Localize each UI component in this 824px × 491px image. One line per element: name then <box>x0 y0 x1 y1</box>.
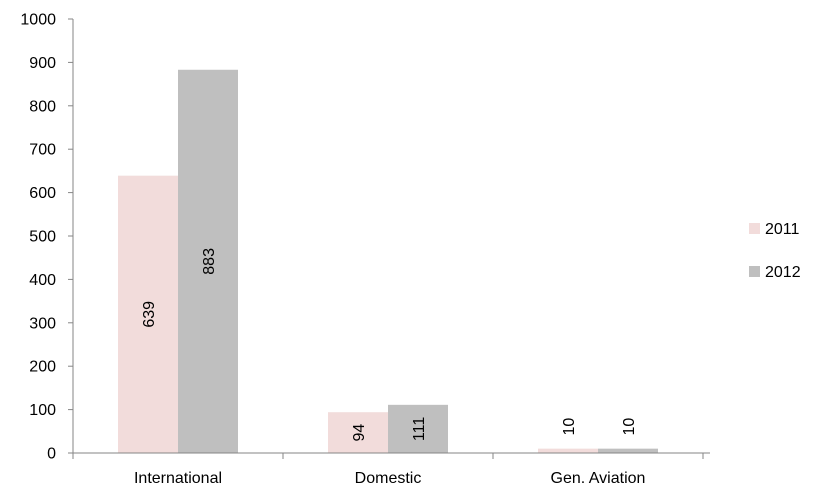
bar-2012-gen-aviation <box>598 448 658 453</box>
data-label: 10 <box>621 418 638 436</box>
y-tick-label: 400 <box>29 272 56 289</box>
bar-2011-gen-aviation <box>538 448 598 453</box>
y-tick-label: 0 <box>47 446 56 463</box>
legend-swatch-2011 <box>749 223 760 234</box>
y-tick-label: 1000 <box>20 12 56 29</box>
data-label: 111 <box>411 417 428 441</box>
legend-label-2012: 2012 <box>765 264 801 281</box>
bar-2012-international <box>178 69 238 453</box>
bar-2011-international <box>118 175 178 453</box>
x-category-label: Domestic <box>355 470 422 487</box>
legend: 2011 2012 <box>749 221 801 281</box>
legend-swatch-2012 <box>749 266 760 277</box>
x-category-label: Gen. Aviation <box>551 470 646 487</box>
data-label: 10 <box>561 418 578 436</box>
legend-label-2011: 2011 <box>765 221 800 238</box>
data-label: 94 <box>351 424 368 442</box>
y-tick-label: 700 <box>29 142 56 159</box>
y-tick-label: 600 <box>29 185 56 202</box>
bars <box>118 69 658 453</box>
data-label: 883 <box>201 248 218 275</box>
y-tick-label: 200 <box>29 359 56 376</box>
y-tick-label: 300 <box>29 315 56 332</box>
bar-2012-domestic <box>388 404 448 453</box>
x-axis: International Domestic Gen. Aviation <box>72 452 710 487</box>
y-tick-label: 100 <box>29 402 56 419</box>
y-tick-label: 900 <box>29 55 56 72</box>
bar-2011-domestic <box>328 412 388 453</box>
x-category-label: International <box>134 470 222 487</box>
y-tick-label: 500 <box>29 229 56 246</box>
y-axis: 0 100 200 300 400 500 600 700 800 900 1000 <box>20 12 74 463</box>
y-tick-label: 800 <box>29 98 56 115</box>
data-label: 639 <box>141 301 158 328</box>
data-labels: 639 883 94 111 10 10 <box>141 248 638 442</box>
